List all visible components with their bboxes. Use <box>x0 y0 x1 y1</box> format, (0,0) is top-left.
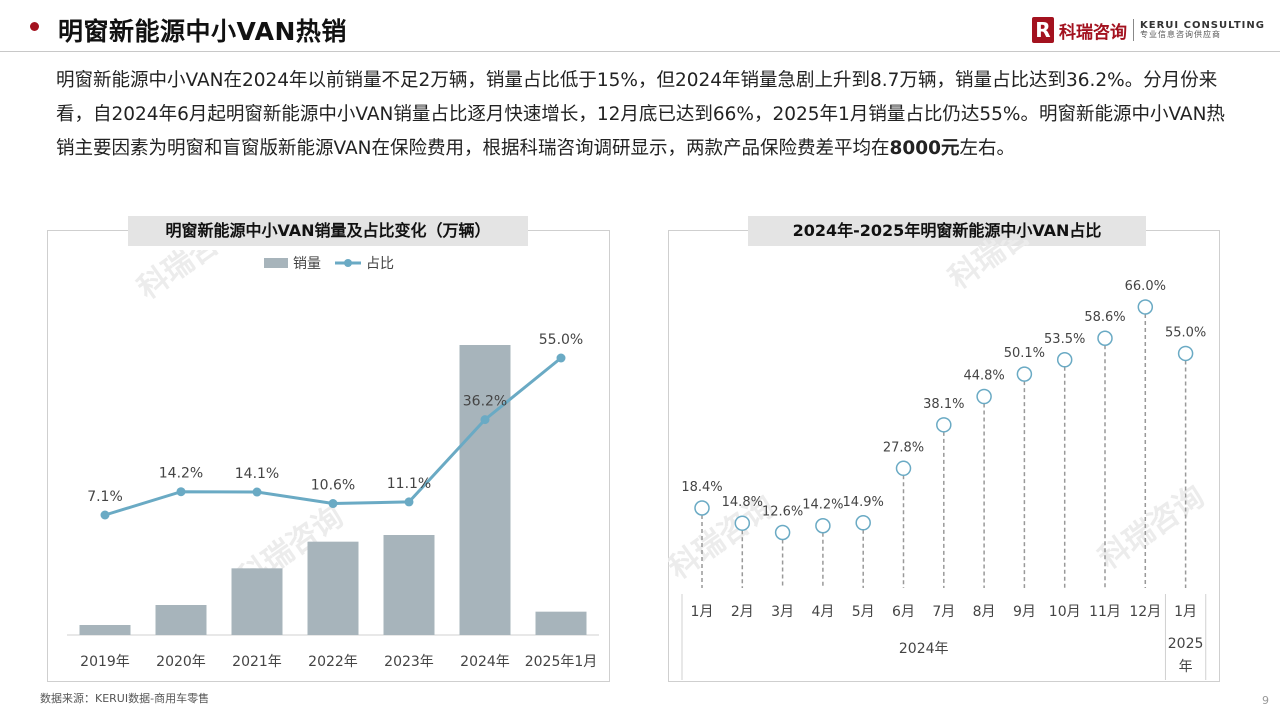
share-point <box>328 499 338 509</box>
share-data-label: 44.8% <box>963 369 1004 384</box>
data-source-note: 数据来源：KERUI数据-商用车零售 <box>40 692 210 705</box>
page-number: 9 <box>1262 694 1269 707</box>
share-data-label: 50.1% <box>1004 346 1045 361</box>
bar <box>155 605 207 635</box>
share-data-label: 18.4% <box>681 480 722 495</box>
legend-swatch-marker <box>344 259 352 267</box>
lollipop-marker <box>855 515 871 531</box>
lollipop-marker <box>1137 299 1154 315</box>
share-data-label: 58.6% <box>1084 310 1125 325</box>
x-tick-label: 7月 <box>932 604 955 620</box>
share-data-label: 66.0% <box>1125 279 1166 294</box>
lollipop-marker <box>734 515 751 531</box>
x-tick-label: 2020年 <box>156 654 206 670</box>
lollipop-marker <box>976 388 992 405</box>
bar <box>383 535 435 635</box>
page-title: 明窗新能源中小VAN热销 <box>58 17 347 46</box>
share-data-label: 7.1% <box>87 489 123 505</box>
x-tick-label: 4月 <box>811 604 834 620</box>
x-tick-label: 2019年 <box>80 654 130 670</box>
intro-text: 明窗新能源中小VAN在2024年以前销量不足2万辆，销量占比低于15%，但202… <box>56 70 1225 159</box>
x-tick-label: 5月 <box>852 604 875 620</box>
share-data-label: 27.8% <box>883 440 924 455</box>
share-data-label: 12.6% <box>762 504 803 519</box>
intro-bold-figure: 8000元 <box>889 138 960 159</box>
share-point <box>480 415 490 425</box>
x-tick-label: 2022年 <box>308 654 358 670</box>
x-tick-label: 1月 <box>691 604 714 620</box>
group-label: 2025 <box>1168 636 1204 652</box>
x-tick-label: 10月 <box>1049 604 1081 620</box>
intro-paragraph: 明窗新能源中小VAN在2024年以前销量不足2万辆，销量占比低于15%，但202… <box>56 64 1241 166</box>
group-label: 2024年 <box>899 641 949 657</box>
share-data-label: 14.2% <box>159 466 203 482</box>
bar <box>535 611 587 635</box>
logo-divider <box>1133 19 1134 41</box>
bar <box>307 541 359 635</box>
share-data-label: 55.0% <box>1165 325 1206 340</box>
x-tick-label: 6月 <box>892 604 915 620</box>
intro-text-end: 左右。 <box>959 138 1015 159</box>
lollipop-marker <box>694 500 710 516</box>
share-data-label: 14.9% <box>843 495 884 510</box>
share-data-label: 14.2% <box>802 498 843 513</box>
watermark-text: 科瑞咨询 <box>943 240 1061 297</box>
x-tick-label: 8月 <box>973 604 996 620</box>
x-tick-label: 11月 <box>1089 604 1121 620</box>
bar <box>231 568 283 635</box>
watermark-text: 科瑞咨询 <box>132 250 250 307</box>
share-data-label: 10.6% <box>311 478 355 494</box>
share-data-label: 38.1% <box>923 397 964 412</box>
share-data-label: 55.0% <box>539 332 583 348</box>
x-tick-label: 9月 <box>1013 604 1036 620</box>
share-data-label: 53.5% <box>1044 332 1085 347</box>
lollipop-marker <box>1177 345 1194 362</box>
share-point <box>556 353 566 363</box>
lollipop-marker <box>815 517 831 534</box>
share-data-label: 14.8% <box>722 495 763 510</box>
lollipop-marker <box>936 417 952 433</box>
logo-en-block: KERUI CONSULTING 专业信息咨询供应商 <box>1140 20 1265 40</box>
logo-mark: R <box>1032 17 1054 43</box>
watermark-text: 科瑞咨询 <box>1093 479 1211 576</box>
x-tick-label: 2024年 <box>460 654 510 670</box>
slide-header: 明窗新能源中小VAN热销 R 科瑞咨询 KERUI CONSULTING 专业信… <box>0 0 1280 52</box>
lollipop-marker <box>895 460 912 477</box>
legend-label: 占比 <box>366 256 394 272</box>
legend-swatch-bar <box>264 258 288 268</box>
lollipop-marker <box>774 524 791 541</box>
x-tick-label: 2021年 <box>232 654 282 670</box>
share-point <box>404 497 414 507</box>
left-chart-title: 明窗新能源中小VAN销量及占比变化（万辆） <box>128 216 528 246</box>
share-point <box>176 487 186 497</box>
x-tick-label: 2023年 <box>384 654 434 670</box>
x-tick-label: 3月 <box>771 604 794 620</box>
lollipop-marker <box>1097 330 1113 346</box>
logo-cn-text: 科瑞咨询 <box>1059 22 1127 43</box>
legend-label: 销量 <box>293 256 321 272</box>
x-tick-label: 1月 <box>1174 604 1197 620</box>
share-data-label: 14.1% <box>235 466 279 482</box>
company-logo: R 科瑞咨询 KERUI CONSULTING 专业信息咨询供应商 <box>1032 16 1265 44</box>
logo-en-text: KERUI CONSULTING <box>1140 20 1265 32</box>
group-label: 年 <box>1179 659 1193 675</box>
bar <box>459 345 511 635</box>
x-tick-label: 2025年1月 <box>525 654 598 670</box>
share-point <box>100 510 110 520</box>
lollipop-marker <box>1016 366 1033 382</box>
x-tick-label: 2月 <box>731 604 754 620</box>
right-chart-title: 2024年-2025年明窗新能源中小VAN占比 <box>748 216 1146 246</box>
lollipop-marker <box>1056 352 1073 368</box>
bar <box>79 625 131 635</box>
share-point <box>252 487 262 497</box>
x-tick-label: 12月 <box>1129 604 1161 620</box>
bullet-dot <box>30 22 39 31</box>
share-data-label: 36.2% <box>463 394 507 410</box>
share-data-label: 11.1% <box>387 476 431 492</box>
logo-tagline: 专业信息咨询供应商 <box>1140 30 1221 40</box>
